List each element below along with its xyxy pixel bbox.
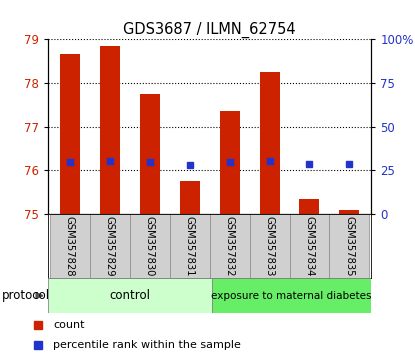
Bar (330, 214, 369, 278)
Text: protocol: protocol (2, 289, 50, 302)
Text: GSM357829: GSM357829 (105, 216, 115, 276)
Bar (60, 54, 80, 214)
Text: percentile rank within the sample: percentile rank within the sample (53, 340, 241, 350)
Text: GSM357831: GSM357831 (185, 216, 195, 276)
Bar (249, 214, 290, 278)
Text: GSM357833: GSM357833 (264, 216, 274, 276)
Bar (129, 214, 170, 278)
Bar (290, 214, 330, 278)
Bar (220, 111, 239, 214)
Text: GSM357834: GSM357834 (305, 216, 315, 276)
Bar (139, 94, 160, 214)
Bar (300, 199, 320, 214)
Bar (170, 214, 210, 278)
Text: GSM357835: GSM357835 (344, 216, 354, 276)
Bar (100, 46, 120, 214)
Text: GSM357830: GSM357830 (145, 216, 155, 276)
Bar (50, 214, 90, 278)
Text: count: count (53, 320, 85, 330)
Bar (212, 278, 371, 313)
Bar (259, 72, 280, 214)
Bar (339, 210, 359, 214)
Text: GSM357832: GSM357832 (225, 216, 234, 276)
Title: GDS3687 / ILMN_62754: GDS3687 / ILMN_62754 (123, 21, 296, 38)
Bar (180, 181, 200, 214)
Bar (90, 214, 129, 278)
Text: control: control (109, 289, 150, 302)
Bar (48, 278, 212, 313)
Text: GSM357828: GSM357828 (65, 216, 75, 276)
Text: exposure to maternal diabetes: exposure to maternal diabetes (211, 291, 372, 301)
Bar (210, 214, 249, 278)
